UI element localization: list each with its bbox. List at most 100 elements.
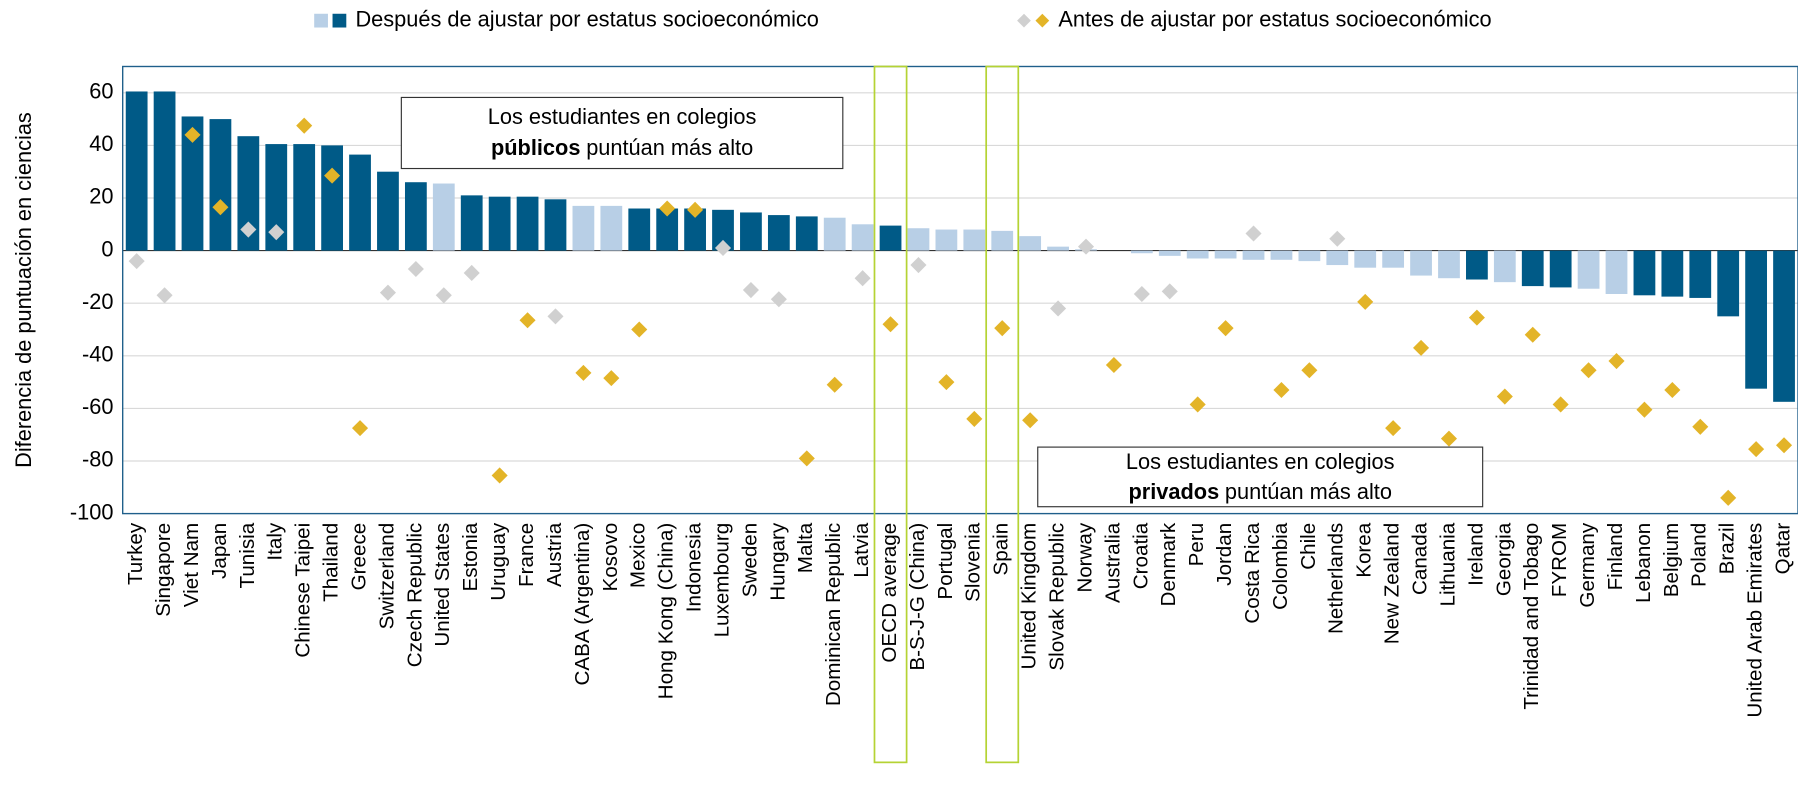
x-tick-label: Italy [264, 522, 287, 561]
bar [1130, 250, 1153, 254]
bar [1577, 250, 1600, 289]
bar [1270, 250, 1293, 260]
bar [935, 229, 958, 251]
annotation-text: Los estudiantes en colegios [1126, 449, 1395, 474]
x-tick-label: Lebanon [1632, 523, 1655, 603]
diamond-marker [128, 253, 145, 270]
diamond-marker [966, 410, 983, 427]
annotation-rest: puntúan más alto [1225, 479, 1392, 504]
bar [1354, 250, 1377, 268]
bar [1326, 250, 1349, 266]
x-tick-label: Thailand [320, 523, 343, 602]
y-tick-label: -60 [82, 394, 113, 419]
bar [656, 208, 679, 251]
bar [1158, 250, 1181, 256]
x-tick-label: Uruguay [487, 522, 510, 601]
y-tick-label: -20 [82, 289, 113, 314]
bar [237, 136, 260, 251]
diamond-marker [938, 374, 955, 391]
legend-label: Después de ajustar por estatus socioecon… [355, 6, 818, 31]
bar [1549, 250, 1572, 288]
y-tick-label: -80 [82, 447, 113, 472]
diamond-marker [1580, 362, 1597, 379]
bar [432, 183, 455, 251]
diamond-marker [1496, 388, 1513, 405]
x-tick-label: Chinese Taipei [292, 523, 315, 658]
bar [1242, 250, 1265, 260]
bar [1605, 250, 1628, 294]
y-tick-label: 20 [89, 184, 113, 209]
annotation-box [1037, 446, 1484, 508]
diamond-marker [240, 221, 257, 238]
x-tick-label: Austria [543, 522, 566, 587]
diamond-marker [854, 270, 871, 287]
diamond-marker [491, 467, 508, 484]
x-tick-label: Chile [1297, 523, 1320, 570]
diamond-marker [1217, 320, 1234, 337]
diamond-marker [1385, 420, 1402, 437]
bar [1019, 236, 1042, 251]
x-tick-label: Sweden [738, 523, 761, 598]
x-tick-label: Latvia [850, 522, 873, 578]
x-tick-label: Portugal [934, 523, 957, 600]
x-tick-label: Tunisia [236, 522, 259, 588]
bar [963, 229, 986, 251]
x-tick-label: Mexico [627, 523, 650, 588]
x-tick-label: Luxembourg [710, 523, 733, 638]
bar [377, 171, 399, 251]
x-tick-label: Switzerland [375, 523, 398, 630]
x-tick-label: Malta [794, 522, 817, 573]
diamond-marker [798, 450, 815, 467]
bar [209, 119, 232, 251]
bar [712, 209, 734, 251]
diamond-marker [1022, 412, 1039, 429]
diamond-marker [826, 376, 843, 393]
diamond-marker [435, 287, 452, 304]
diamond-marker [407, 260, 424, 278]
x-tick-label: Norway [1073, 522, 1096, 593]
x-tick-label: Japan [208, 523, 231, 579]
highlight-box [985, 65, 1020, 764]
x-tick-label: Hong Kong (China) [655, 523, 678, 700]
diamond-marker [1552, 396, 1569, 413]
diamond-marker [1692, 418, 1709, 435]
bar [349, 154, 371, 251]
bar [879, 225, 902, 251]
x-tick-label: Czech Republic [403, 523, 426, 667]
x-tick-label: Slovak Republic [1046, 523, 1069, 671]
diamond-marker [519, 312, 536, 329]
diamond-marker [1524, 326, 1541, 343]
bar [1047, 246, 1069, 251]
bar [600, 205, 623, 251]
highlight-box [873, 65, 908, 764]
x-tick-label: Ireland [1464, 523, 1487, 586]
x-tick-label: Georgia [1492, 522, 1515, 596]
bar [823, 217, 846, 251]
diamond-marker [379, 284, 396, 301]
legend-swatch [1035, 13, 1050, 28]
diamond-marker [352, 420, 369, 437]
x-tick-label: Croatia [1129, 522, 1152, 589]
x-tick-label: Jordan [1213, 523, 1236, 586]
bar [181, 116, 204, 251]
y-axis-label: Diferencia de puntuación en ciencias [11, 112, 36, 468]
bar [907, 228, 930, 251]
diamond-marker [1664, 381, 1681, 399]
diamond-marker [994, 320, 1011, 337]
bar [1633, 250, 1656, 296]
x-tick-label: Viet Nam [180, 523, 203, 607]
x-tick-label: Estonia [459, 522, 482, 591]
diamond-marker [1273, 381, 1290, 399]
bar [1186, 250, 1209, 259]
x-tick-label: Costa Rica [1241, 522, 1264, 623]
legend-swatch [314, 13, 328, 28]
x-tick-label: Denmark [1157, 522, 1180, 606]
annotation-bold: públicos [491, 135, 581, 160]
diamond-marker [1133, 285, 1150, 303]
plot-frame [122, 65, 1798, 515]
bar [795, 216, 818, 251]
diamond-marker [1301, 362, 1318, 379]
bar [767, 215, 790, 251]
diamond-marker [1357, 293, 1374, 310]
